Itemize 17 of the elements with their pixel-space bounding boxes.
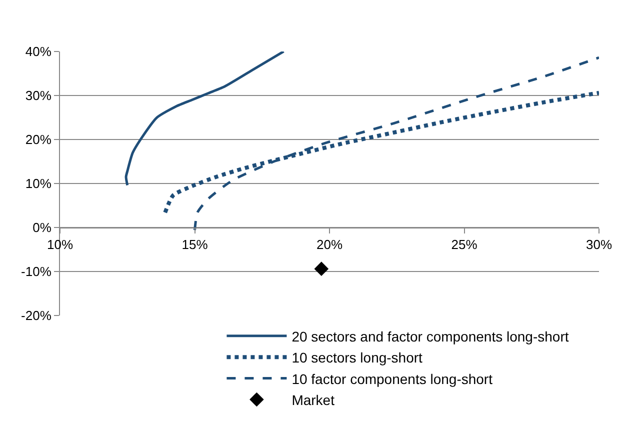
y-tick-label: 40% (25, 44, 52, 59)
legend-label: 10 factor components long-short (292, 370, 493, 387)
y-tick-label: 20% (25, 132, 52, 147)
y-tick-label: -10% (21, 264, 52, 280)
x-tick-label: 25% (451, 237, 478, 252)
x-tick-label: 10% (46, 237, 74, 252)
line-series (124, 51, 285, 186)
legend-label: 10 sectors long-short (292, 350, 423, 366)
y-tick-label: -20% (21, 308, 52, 324)
legend-label: Market (292, 392, 335, 408)
y-tick-label: 30% (25, 88, 52, 103)
y-tick-label: 0% (32, 220, 52, 236)
x-tick-label: 20% (316, 237, 343, 252)
legend-label: 20 sectors and factor components long-short (292, 328, 569, 344)
y-tick-label: 10% (25, 176, 52, 192)
x-tick-label: 30% (586, 237, 612, 252)
x-tick-label: 15% (182, 237, 208, 252)
